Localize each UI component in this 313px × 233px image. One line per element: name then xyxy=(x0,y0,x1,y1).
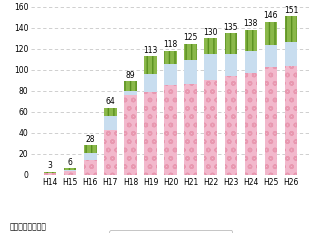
Bar xyxy=(124,95,137,175)
Bar xyxy=(224,33,237,54)
Bar xyxy=(64,170,76,171)
Bar xyxy=(285,66,297,175)
Text: 28: 28 xyxy=(85,135,95,144)
Bar xyxy=(184,84,197,175)
Bar xyxy=(265,67,277,175)
Text: 資料）国土交通省: 資料）国土交通省 xyxy=(9,223,46,232)
Text: 130: 130 xyxy=(203,28,218,37)
Bar xyxy=(224,76,237,175)
Text: 113: 113 xyxy=(143,46,158,55)
Bar xyxy=(265,22,277,45)
Bar xyxy=(285,16,297,41)
Bar xyxy=(144,92,157,175)
Text: 64: 64 xyxy=(105,97,115,106)
Bar xyxy=(204,54,217,80)
Text: 125: 125 xyxy=(183,33,198,42)
Text: 3: 3 xyxy=(48,161,53,170)
Bar xyxy=(104,130,117,175)
Bar xyxy=(144,74,157,92)
Text: 135: 135 xyxy=(223,23,238,32)
Bar xyxy=(224,54,237,76)
Text: 146: 146 xyxy=(264,11,278,20)
Bar xyxy=(245,73,257,175)
Bar xyxy=(124,91,137,95)
Bar xyxy=(164,51,177,64)
Bar xyxy=(124,82,137,91)
Bar xyxy=(245,30,257,51)
Bar xyxy=(245,51,257,73)
Bar xyxy=(104,116,117,130)
Text: 151: 151 xyxy=(284,6,298,15)
Bar xyxy=(84,145,96,153)
Bar xyxy=(184,61,197,84)
Bar xyxy=(144,56,157,74)
Bar xyxy=(64,168,76,170)
Text: 118: 118 xyxy=(163,41,178,49)
Bar xyxy=(204,80,217,175)
Text: 6: 6 xyxy=(68,158,73,167)
Bar xyxy=(285,42,297,66)
Bar xyxy=(104,108,117,116)
Bar xyxy=(44,173,56,175)
Bar xyxy=(164,85,177,175)
Bar xyxy=(265,45,277,67)
Bar xyxy=(84,153,96,160)
Text: 89: 89 xyxy=(126,71,135,80)
Bar xyxy=(64,171,76,175)
Bar xyxy=(44,171,56,173)
Bar xyxy=(164,64,177,85)
Text: 138: 138 xyxy=(244,20,258,28)
Bar xyxy=(204,38,217,54)
Bar xyxy=(84,160,96,175)
Legend: マリーナ, 漁港, 一般港他: マリーナ, 漁港, 一般港他 xyxy=(109,230,232,233)
Bar xyxy=(184,44,197,61)
